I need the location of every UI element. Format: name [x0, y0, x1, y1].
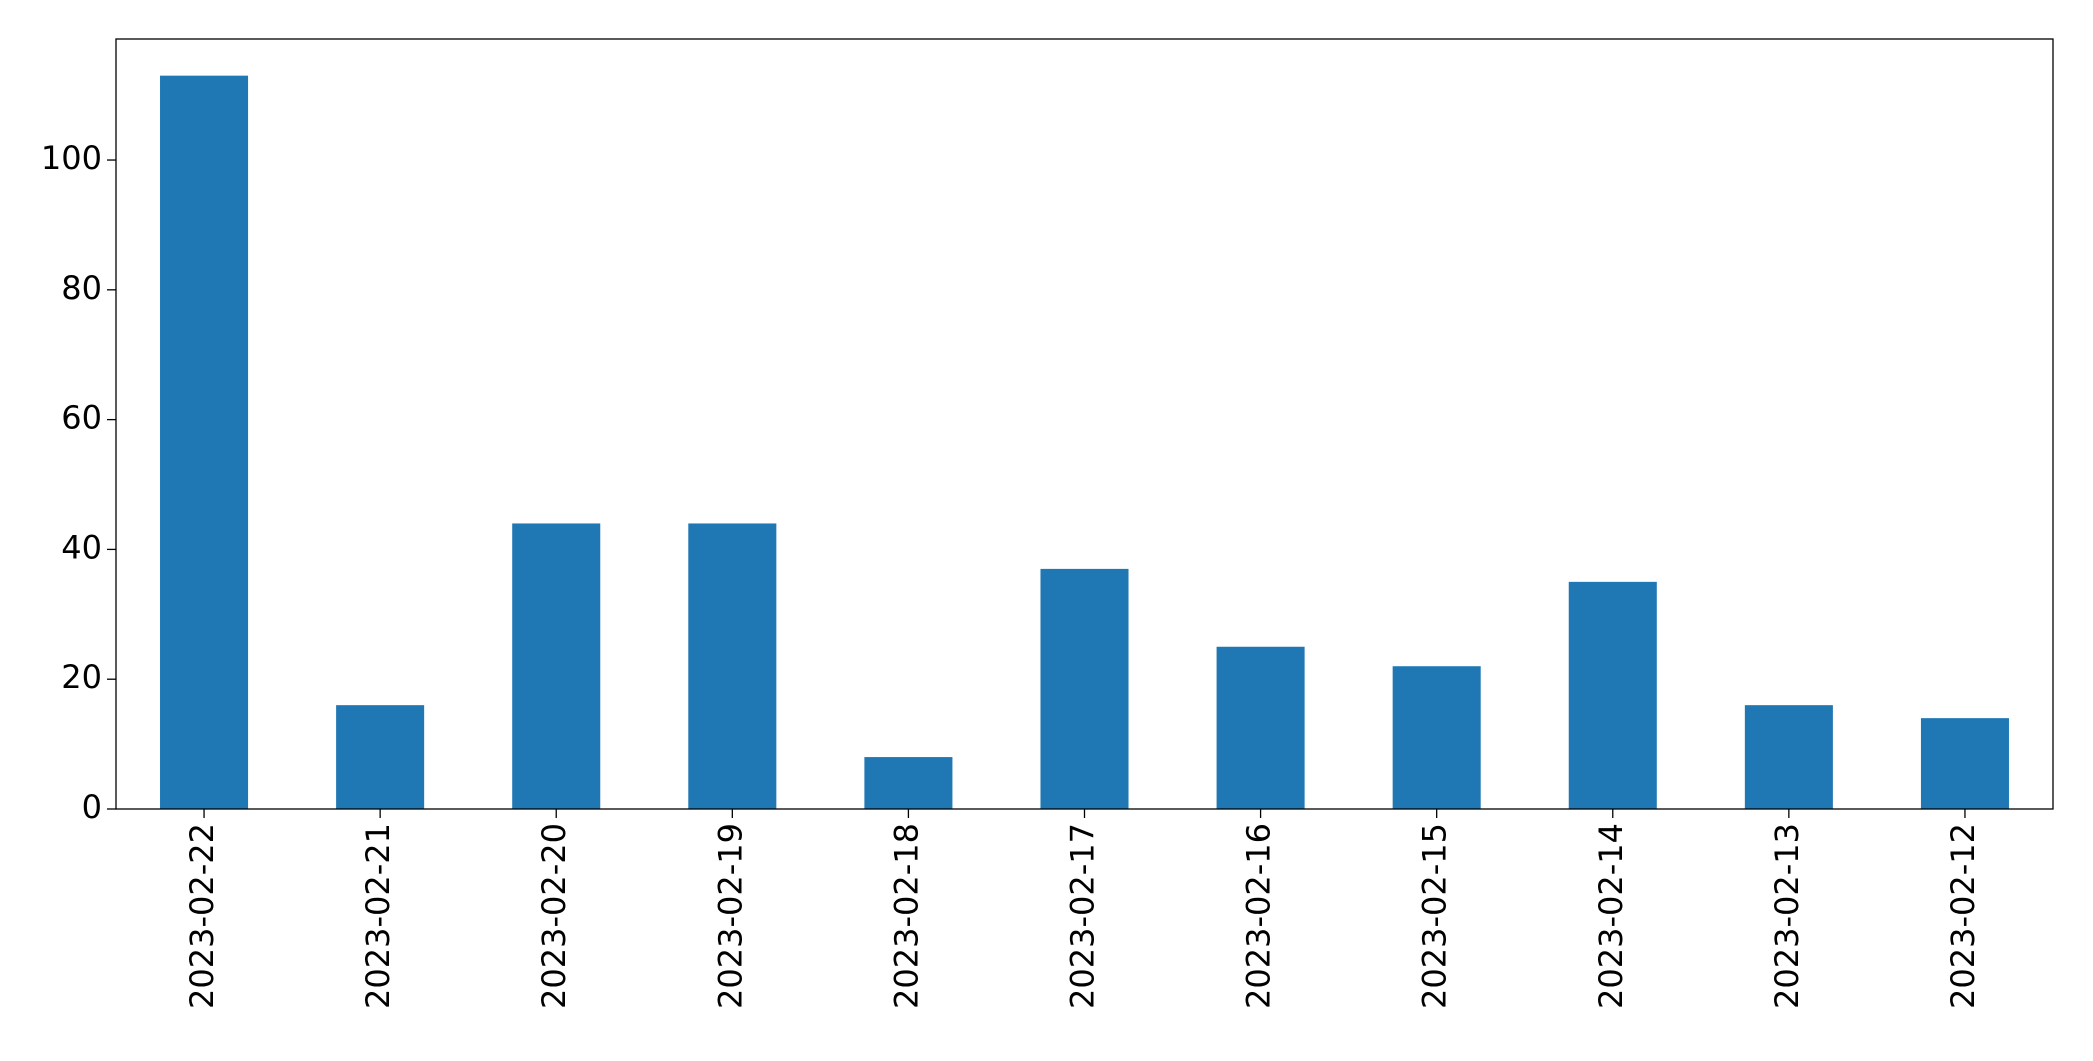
x-tick-label: 2023-02-12	[1944, 823, 1982, 1009]
bar	[1568, 581, 1657, 809]
x-tick-label: 2023-02-21	[359, 823, 397, 1009]
x-tick-label: 2023-02-20	[535, 823, 573, 1009]
bar	[160, 75, 249, 809]
x-tick-label: 2023-02-17	[1064, 823, 1102, 1009]
bar	[512, 523, 601, 809]
y-tick-label: 0	[82, 788, 102, 826]
bar	[1392, 666, 1481, 809]
x-tick-label: 2023-02-14	[1592, 823, 1630, 1009]
plot-frame	[115, 38, 2054, 810]
y-tick-label: 60	[61, 399, 102, 437]
x-tick-label: 2023-02-22	[183, 823, 221, 1009]
y-tick-label: 100	[41, 139, 102, 177]
y-tick-label: 80	[61, 269, 102, 307]
x-tick-label: 2023-02-15	[1416, 823, 1454, 1009]
bar	[864, 757, 953, 809]
bar	[1744, 705, 1833, 809]
x-tick-label: 2023-02-19	[711, 823, 749, 1009]
x-tick-label: 2023-02-18	[887, 823, 925, 1009]
bar	[336, 705, 425, 809]
bar	[1040, 568, 1129, 809]
x-tick-label: 2023-02-13	[1768, 823, 1806, 1009]
x-tick-label: 2023-02-16	[1240, 823, 1278, 1009]
y-tick-label: 40	[61, 528, 102, 566]
y-tick-label: 20	[61, 658, 102, 696]
bar	[1920, 718, 2009, 809]
bar	[1216, 646, 1305, 809]
bar	[688, 523, 777, 809]
